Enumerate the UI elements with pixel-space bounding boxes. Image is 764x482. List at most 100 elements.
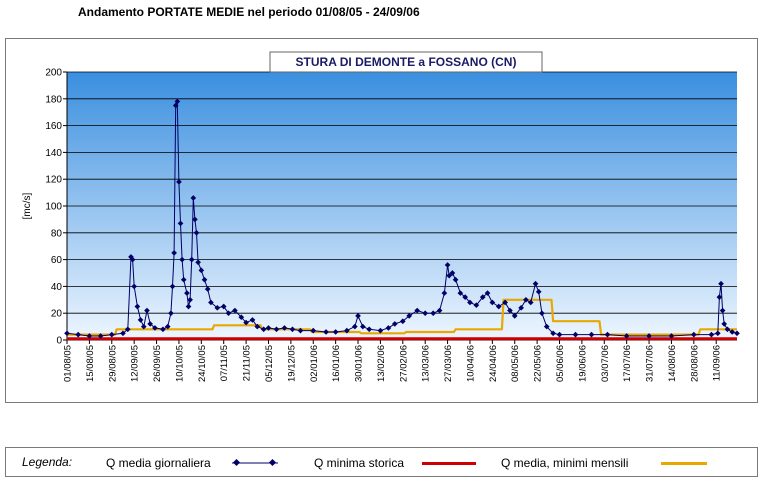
data-point [152, 325, 158, 331]
data-point [208, 299, 214, 306]
data-point [147, 321, 153, 327]
data-point [588, 331, 595, 338]
data-point [449, 270, 456, 276]
data-point [489, 299, 496, 306]
series-layer [64, 98, 740, 341]
data-point [131, 283, 137, 290]
data-point [502, 299, 508, 306]
data-point [721, 321, 728, 327]
data-point [473, 302, 480, 308]
data-point [377, 327, 384, 334]
data-point [355, 313, 361, 319]
data-point [86, 333, 93, 339]
data-point [176, 179, 182, 185]
legend-item-min-storica: Q minima storica [314, 456, 405, 470]
data-point [507, 307, 513, 314]
data-point [718, 280, 724, 287]
data-point [344, 327, 350, 334]
y-tick-label: 200 [45, 68, 62, 79]
data-point [690, 331, 697, 338]
data-point [539, 310, 545, 317]
y-tick-label: 160 [45, 121, 62, 132]
data-point [422, 310, 429, 317]
data-point [174, 98, 181, 105]
data-point [265, 325, 272, 331]
data-point [140, 323, 147, 330]
x-tick-label: 05/06/06 [555, 345, 566, 382]
x-tick-label: 11/09/06 [712, 345, 723, 381]
y-axis-ticks: 0 20 40 60 80 100 120 140 160 180 200 [45, 68, 67, 347]
data-point [187, 296, 193, 303]
data-point [444, 262, 451, 268]
data-point [273, 326, 280, 333]
data-point [310, 327, 317, 334]
data-point [436, 307, 443, 314]
data-point [120, 330, 126, 337]
data-point [467, 299, 473, 306]
data-point [185, 303, 192, 310]
data-point [543, 323, 550, 330]
x-tick-label: 19/06/06 [577, 345, 588, 382]
x-tick-label: 13/02/06 [376, 345, 387, 382]
data-point [64, 330, 70, 337]
data-point [164, 323, 171, 330]
data-point [129, 256, 136, 263]
data-point [124, 326, 131, 333]
data-point [484, 290, 491, 296]
x-tick-label: 12/09/05 [130, 345, 141, 382]
x-tick-label: 24/10/05 [197, 345, 208, 382]
x-axis-ticks: 01/08/05 15/08/05 29/08/05 12/09/05 26/09/05… [63, 340, 723, 382]
y-tick-label: 80 [51, 228, 63, 239]
data-point [719, 307, 726, 314]
data-point [430, 310, 437, 317]
x-tick-label: 19/12/05 [286, 345, 297, 382]
data-point [108, 331, 115, 338]
x-tick-label: 01/08/05 [63, 345, 74, 382]
discharge-chart: 0 20 40 60 80 100 120 140 160 180 200 01/08/05 15/0… [22, 51, 740, 382]
x-tick-label: 07/11/05 [219, 345, 230, 381]
x-tick-label: 16/01/06 [331, 345, 342, 382]
data-point [201, 276, 208, 283]
series-line-2 [67, 298, 737, 336]
data-point [192, 216, 198, 223]
data-point [232, 307, 238, 314]
x-tick-label: 27/03/06 [443, 345, 454, 382]
data-point [550, 330, 556, 337]
data-point [479, 294, 486, 300]
legend-item-daily: Q media giornaliera [106, 456, 211, 470]
data-point [225, 310, 232, 317]
data-point [511, 313, 518, 319]
data-point [160, 326, 166, 333]
legend-swatch-min-mensili [661, 462, 707, 465]
data-point [184, 290, 190, 296]
x-tick-label: 10/04/06 [465, 345, 476, 382]
data-point [572, 331, 579, 338]
x-tick-label: 29/08/05 [107, 345, 118, 382]
data-point [260, 326, 267, 333]
page-title: Andamento PORTATE MEDIE nel periodo 01/0… [78, 5, 420, 19]
data-point [332, 329, 339, 335]
x-tick-label: 13/03/06 [421, 345, 432, 382]
data-point [414, 307, 421, 314]
data-point [204, 286, 211, 292]
x-tick-label: 14/08/06 [667, 345, 678, 382]
data-point [716, 294, 723, 300]
data-point [289, 326, 296, 333]
data-point [729, 329, 736, 335]
data-point [351, 323, 358, 330]
data-point [168, 310, 174, 317]
data-point [144, 307, 150, 314]
data-point [399, 318, 406, 325]
data-point [457, 290, 464, 296]
y-tick-label: 40 [51, 282, 63, 293]
data-point [195, 259, 201, 266]
data-point [281, 325, 288, 331]
data-point [646, 333, 652, 339]
data-point [518, 305, 524, 311]
data-point [708, 331, 715, 338]
x-tick-label: 05/12/05 [264, 345, 275, 382]
data-point [535, 288, 542, 295]
data-point [323, 329, 329, 335]
data-point [523, 296, 529, 303]
data-point [668, 333, 675, 339]
